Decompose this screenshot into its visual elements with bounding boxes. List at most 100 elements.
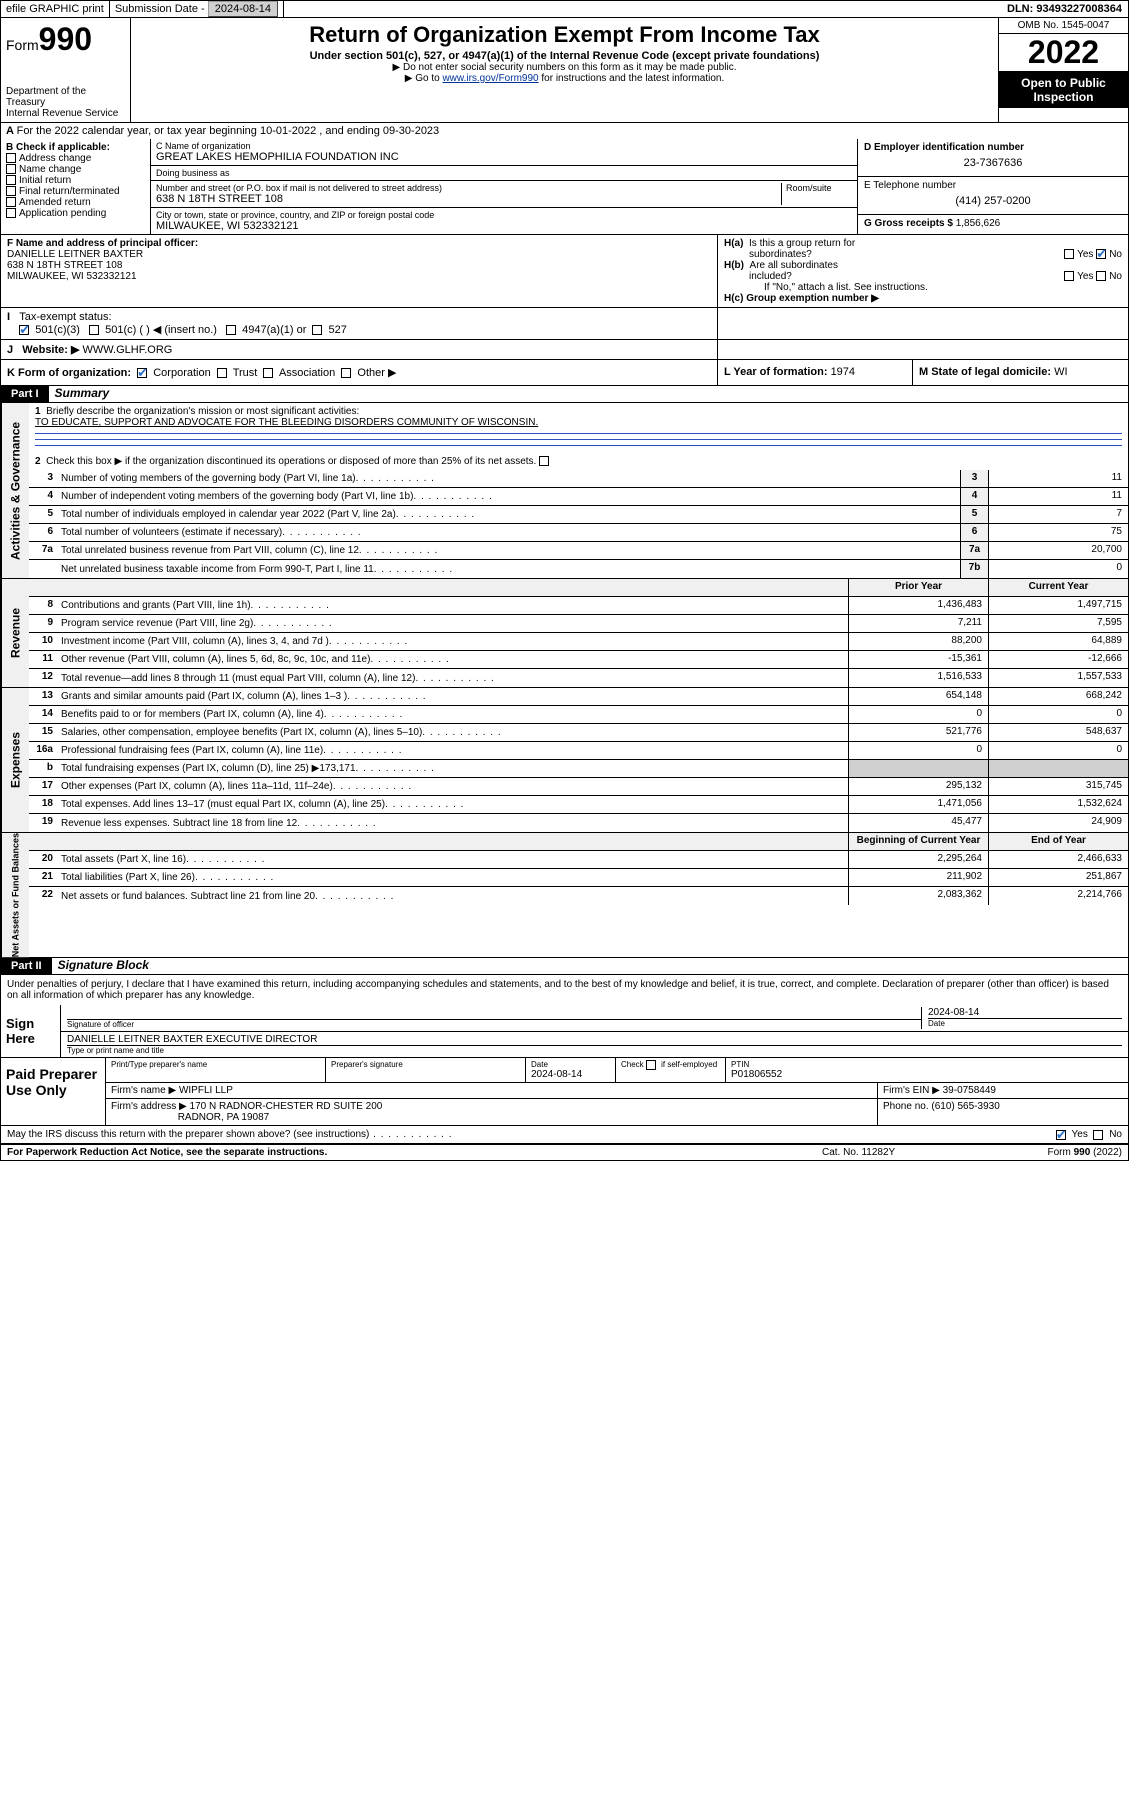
chk-501c3[interactable] — [19, 325, 29, 335]
chk-501c[interactable] — [89, 325, 99, 335]
part1-title: Summary — [49, 386, 110, 402]
chk-corp[interactable] — [137, 368, 147, 378]
end-year-hdr: End of Year — [988, 833, 1128, 850]
current-val: 2,214,766 — [988, 887, 1128, 905]
part1-header: Part I — [1, 386, 49, 402]
check-final-return[interactable] — [6, 186, 16, 196]
officer-name-title: DANIELLE LEITNER BAXTER EXECUTIVE DIRECT… — [67, 1034, 1122, 1045]
irs-label: Internal Revenue Service — [6, 108, 125, 119]
check-initial-return[interactable] — [6, 175, 16, 185]
efile-label: efile GRAPHIC print — [1, 1, 110, 17]
chk-527[interactable] — [312, 325, 322, 335]
ha-yes[interactable] — [1064, 249, 1074, 259]
chk-discontinued[interactable] — [539, 456, 549, 466]
blank — [29, 579, 57, 596]
current-val: 1,557,533 — [988, 669, 1128, 687]
prior-val: 88,200 — [848, 633, 988, 650]
firm-addr: 170 N RADNOR-CHESTER RD SUITE 200 — [190, 1101, 383, 1112]
ha-no[interactable] — [1096, 249, 1106, 259]
check-amended[interactable] — [6, 197, 16, 207]
part2-title: Signature Block — [52, 958, 149, 974]
org-name: GREAT LAKES HEMOPHILIA FOUNDATION INC — [156, 151, 852, 163]
submission-date-value[interactable]: 2024-08-14 — [208, 1, 278, 17]
chk-trust[interactable] — [217, 368, 227, 378]
data-line: 8 Contributions and grants (Part VIII, l… — [29, 597, 1128, 615]
footer-right: Form 990 (2022) — [982, 1147, 1122, 1158]
footer-cat: Cat. No. 11282Y — [822, 1147, 982, 1158]
current-val: 64,889 — [988, 633, 1128, 650]
check-address-change[interactable] — [6, 153, 16, 163]
prior-val: 0 — [848, 742, 988, 759]
goto-note: ▶ Go to www.irs.gov/Form990 for instruct… — [139, 73, 990, 84]
chk-self-emp[interactable] — [646, 1060, 656, 1070]
prior-val: 521,776 — [848, 724, 988, 741]
data-line: b Total fundraising expenses (Part IX, c… — [29, 760, 1128, 778]
box-de: D Employer identification number 23-7367… — [858, 139, 1128, 234]
submission-date: Submission Date - 2024-08-14 — [110, 1, 284, 17]
prior-val: 2,295,264 — [848, 851, 988, 868]
prior-val — [848, 760, 988, 777]
gov-val: 20,700 — [988, 542, 1128, 559]
current-val: 2,466,633 — [988, 851, 1128, 868]
hb-no[interactable] — [1096, 271, 1106, 281]
hb-yes[interactable] — [1064, 271, 1074, 281]
prior-year-hdr: Prior Year — [848, 579, 988, 596]
discuss-yes[interactable] — [1056, 1130, 1066, 1140]
row-i-note — [718, 308, 1128, 339]
ssn-note: ▶ Do not enter social security numbers o… — [139, 62, 990, 73]
form-number: Form990 — [6, 21, 125, 58]
current-val: 251,867 — [988, 869, 1128, 886]
row-i: I Tax-exempt status: 501(c)(3) 501(c) ( … — [1, 308, 718, 339]
prior-val: 1,436,483 — [848, 597, 988, 614]
check-name-change[interactable] — [6, 164, 16, 174]
section-a: A For the 2022 calendar year, or tax yea… — [1, 123, 1128, 139]
omb-number: OMB No. 1545-0047 — [999, 18, 1128, 34]
prior-val: 2,083,362 — [848, 887, 988, 905]
chk-other[interactable] — [341, 368, 351, 378]
discuss-no[interactable] — [1093, 1130, 1103, 1140]
footer-left: For Paperwork Reduction Act Notice, see … — [7, 1147, 822, 1158]
data-line: 10 Investment income (Part VIII, column … — [29, 633, 1128, 651]
year-formation: L Year of formation: 1974 — [718, 360, 913, 385]
current-val: 1,532,624 — [988, 796, 1128, 813]
current-val: 668,242 — [988, 688, 1128, 705]
website: WWW.GLHF.ORG — [83, 344, 173, 356]
firm-name: WIPFLI LLP — [179, 1085, 233, 1096]
current-val: 315,745 — [988, 778, 1128, 795]
vtab-net-assets: Net Assets or Fund Balances — [1, 833, 29, 957]
data-line: 19 Revenue less expenses. Subtract line … — [29, 814, 1128, 832]
vtab-revenue: Revenue — [1, 579, 29, 687]
gov-line: 4 Number of independent voting members o… — [29, 488, 1128, 506]
check-app-pending[interactable] — [6, 208, 16, 218]
chk-4947[interactable] — [226, 325, 236, 335]
gov-line: 5 Total number of individuals employed i… — [29, 506, 1128, 524]
data-line: 15 Salaries, other compensation, employe… — [29, 724, 1128, 742]
prior-val: 211,902 — [848, 869, 988, 886]
discuss-row: May the IRS discuss this return with the… — [1, 1126, 1128, 1145]
gov-line: 3 Number of voting members of the govern… — [29, 470, 1128, 488]
chk-assoc[interactable] — [263, 368, 273, 378]
gov-line: Net unrelated business taxable income fr… — [29, 560, 1128, 578]
current-val: -12,666 — [988, 651, 1128, 668]
form-title: Return of Organization Exempt From Incom… — [139, 22, 990, 48]
dln: DLN: 93493227008364 — [1001, 1, 1128, 17]
current-val: 548,637 — [988, 724, 1128, 741]
ein: 23-7367636 — [864, 153, 1122, 173]
mission-text: TO EDUCATE, SUPPORT AND ADVOCATE FOR THE… — [35, 417, 538, 428]
data-line: 18 Total expenses. Add lines 13–17 (must… — [29, 796, 1128, 814]
data-line: 13 Grants and similar amounts paid (Part… — [29, 688, 1128, 706]
beg-year-hdr: Beginning of Current Year — [848, 833, 988, 850]
top-bar: efile GRAPHIC print Submission Date - 20… — [0, 0, 1129, 18]
current-val: 0 — [988, 706, 1128, 723]
city-state-zip: MILWAUKEE, WI 532332121 — [156, 220, 852, 232]
street-address: 638 N 18TH STREET 108 — [156, 193, 777, 205]
sign-here-label: Sign Here — [1, 1005, 61, 1057]
paid-preparer-label: Paid Preparer Use Only — [1, 1058, 106, 1125]
gross-receipts: 1,856,626 — [956, 218, 1001, 229]
prior-val: 7,211 — [848, 615, 988, 632]
data-line: 11 Other revenue (Part VIII, column (A),… — [29, 651, 1128, 669]
state-domicile: M State of legal domicile: WI — [913, 360, 1128, 385]
irs-link[interactable]: www.irs.gov/Form990 — [442, 73, 538, 84]
prior-val: 1,471,056 — [848, 796, 988, 813]
dept-treasury: Department of the Treasury — [6, 86, 125, 108]
